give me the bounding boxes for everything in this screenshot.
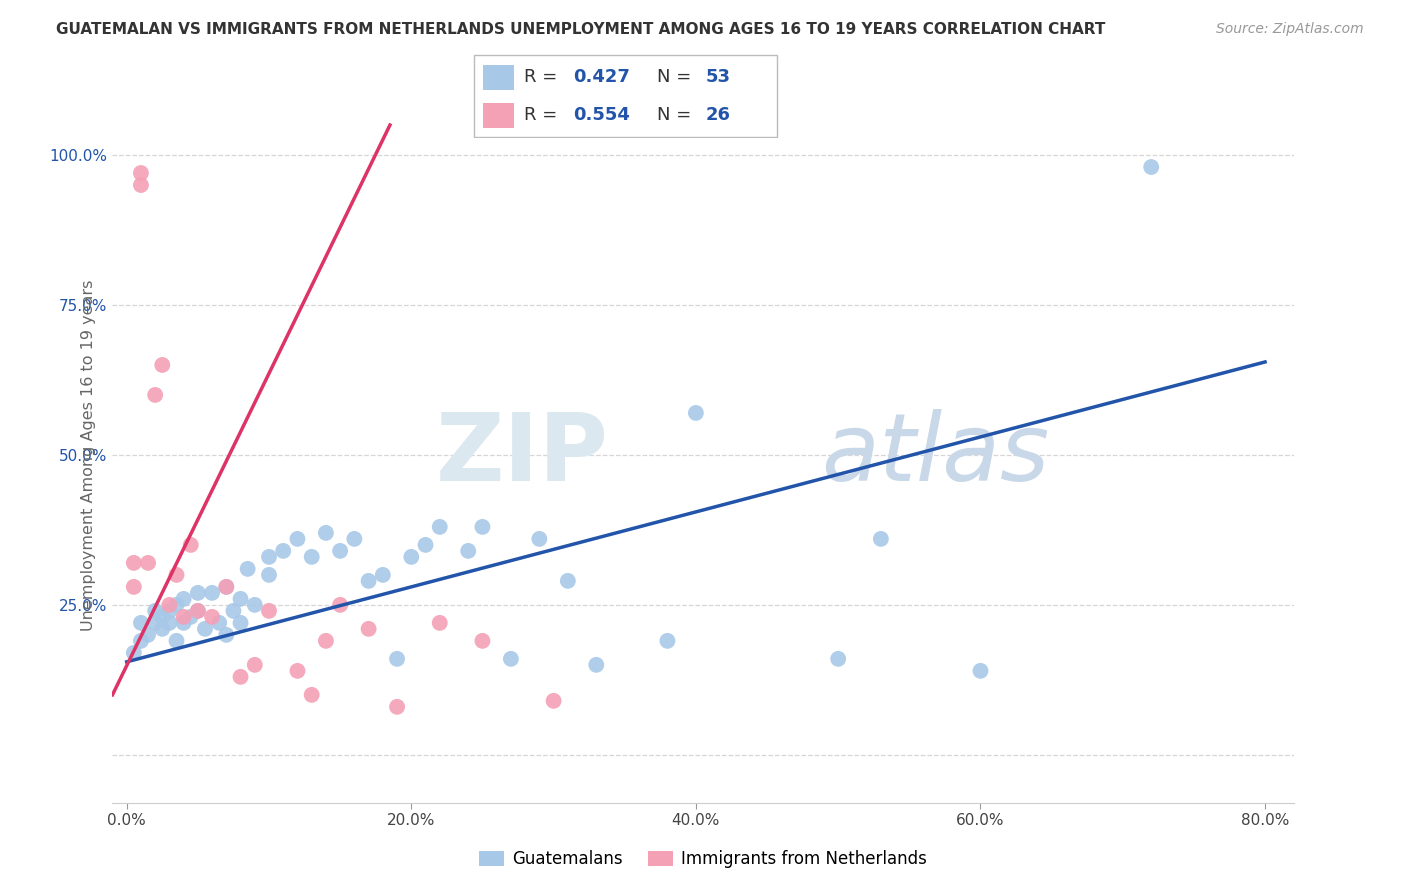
Point [150, 622, 173, 636]
Point [229, 670, 252, 684]
Point [257, 549, 280, 564]
Point [385, 652, 408, 666]
Point [201, 610, 224, 624]
Point [143, 604, 166, 618]
Point [187, 604, 209, 618]
Point [969, 664, 991, 678]
Point [543, 694, 565, 708]
Point [827, 652, 849, 666]
Point [180, 610, 202, 624]
Point [229, 591, 252, 606]
Point [122, 580, 145, 594]
Point [150, 358, 173, 372]
Point [157, 598, 180, 612]
Point [271, 544, 294, 558]
Point [180, 538, 202, 552]
Text: GUATEMALAN VS IMMIGRANTS FROM NETHERLANDS UNEMPLOYMENT AMONG AGES 16 TO 19 YEARS: GUATEMALAN VS IMMIGRANTS FROM NETHERLAND… [56, 22, 1105, 37]
Text: 53: 53 [706, 69, 731, 87]
Point [401, 549, 423, 564]
Point [385, 699, 408, 714]
Point [173, 615, 195, 630]
Point [457, 544, 479, 558]
Text: N =: N = [657, 69, 696, 87]
Point [229, 615, 252, 630]
Point [143, 388, 166, 402]
Point [173, 591, 195, 606]
Point [257, 567, 280, 582]
Point [236, 562, 259, 576]
Point [187, 604, 209, 618]
Text: 0.554: 0.554 [574, 106, 630, 124]
Point [215, 580, 238, 594]
Point [499, 652, 522, 666]
Point [529, 532, 551, 546]
Point [315, 525, 337, 540]
Point [150, 610, 173, 624]
Point [301, 549, 323, 564]
Point [187, 586, 209, 600]
Point [201, 586, 224, 600]
Point [129, 166, 152, 180]
Text: R =: R = [523, 69, 562, 87]
Point [243, 657, 266, 672]
Point [329, 598, 352, 612]
Point [585, 657, 607, 672]
Point [415, 538, 437, 552]
Point [129, 633, 152, 648]
Text: 26: 26 [706, 106, 731, 124]
Point [166, 633, 188, 648]
Point [166, 567, 188, 582]
Point [657, 633, 679, 648]
Text: Source: ZipAtlas.com: Source: ZipAtlas.com [1216, 22, 1364, 37]
Point [129, 615, 152, 630]
Text: N =: N = [657, 106, 696, 124]
Point [208, 615, 231, 630]
Point [136, 556, 159, 570]
Point [301, 688, 323, 702]
Point [157, 615, 180, 630]
Text: 0.427: 0.427 [574, 69, 630, 87]
FancyBboxPatch shape [484, 64, 515, 90]
Point [557, 574, 579, 588]
Point [173, 610, 195, 624]
FancyBboxPatch shape [474, 55, 778, 136]
Point [194, 622, 217, 636]
Point [136, 628, 159, 642]
Point [287, 664, 309, 678]
Point [471, 520, 494, 534]
Point [129, 178, 152, 192]
Point [343, 532, 366, 546]
Text: atlas: atlas [821, 409, 1049, 500]
Point [122, 646, 145, 660]
Point [357, 622, 380, 636]
Point [315, 633, 337, 648]
Point [471, 633, 494, 648]
Point [429, 615, 451, 630]
Point [287, 532, 309, 546]
Point [371, 567, 394, 582]
Point [429, 520, 451, 534]
Point [122, 556, 145, 570]
Point [166, 598, 188, 612]
Point [870, 532, 893, 546]
Point [222, 604, 245, 618]
Point [157, 604, 180, 618]
Point [1140, 160, 1163, 174]
Text: R =: R = [523, 106, 562, 124]
Point [257, 604, 280, 618]
Text: ZIP: ZIP [436, 409, 609, 501]
Point [215, 628, 238, 642]
FancyBboxPatch shape [484, 103, 515, 128]
Point [357, 574, 380, 588]
Y-axis label: Unemployment Among Ages 16 to 19 years: Unemployment Among Ages 16 to 19 years [80, 279, 96, 631]
Point [685, 406, 707, 420]
Point [243, 598, 266, 612]
Legend: Guatemalans, Immigrants from Netherlands: Guatemalans, Immigrants from Netherlands [472, 844, 934, 875]
Point [215, 580, 238, 594]
Point [329, 544, 352, 558]
Point [143, 615, 166, 630]
